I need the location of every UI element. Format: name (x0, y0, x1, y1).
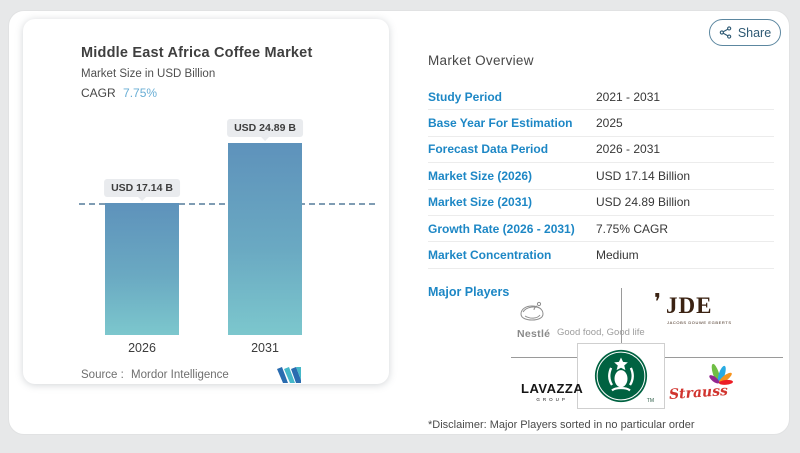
bar-2026 (105, 203, 179, 335)
table-row: Forecast Data Period 2026 - 2031 (428, 137, 774, 164)
share-icon (719, 26, 732, 39)
row-label: Market Size (2026) (428, 168, 533, 183)
table-row: Market Size (2026) USD 17.14 Billion (428, 163, 774, 190)
mordor-intelligence-logo-icon (277, 367, 301, 388)
starbucks-siren-icon (594, 349, 648, 403)
report-panel: Middle East Africa Coffee Market Market … (8, 10, 790, 435)
row-value: USD 24.89 Billion (596, 195, 691, 210)
table-row: Market Size (2031) USD 24.89 Billion (428, 190, 774, 216)
chart-title: Middle East Africa Coffee Market (81, 45, 313, 61)
starbucks-logo-box: TM (577, 343, 665, 409)
table-row: Base Year For Estimation 2025 (428, 110, 774, 137)
row-value: 7.75% CAGR (596, 221, 669, 236)
nestle-wordmark: Nestlé (517, 328, 551, 340)
row-value: 2025 (596, 116, 623, 131)
strauss-logo: Strauss (669, 363, 735, 411)
players-divider-right (665, 357, 783, 358)
players-disclaimer: *Disclaimer: Major Players sorted in no … (428, 419, 695, 431)
nestle-tagline: Good food, Good life (557, 327, 645, 338)
source-attribution: Source : Mordor Intelligence (81, 369, 229, 381)
table-row: Market Concentration Medium (428, 242, 774, 269)
x-axis-label-2026: 2026 (128, 341, 156, 355)
jde-flame-icon: ❜ (654, 289, 662, 314)
source-name: Mordor Intelligence (131, 369, 229, 381)
cagr-value: 7.75% (123, 86, 158, 100)
bar-2031 (228, 143, 302, 335)
row-value: 2021 - 2031 (596, 89, 661, 104)
row-label: Market Size (2031) (428, 195, 533, 210)
lavazza-wordmark: LAVAZZA (521, 381, 584, 396)
nestle-logo: Nestlé Good food, Good life (517, 299, 645, 340)
panel-heading: Market Overview (428, 53, 534, 68)
source-label: Source : (81, 369, 124, 381)
strauss-burst-icon (707, 357, 737, 396)
cagr-label: CAGR (81, 86, 116, 100)
overview-table: Study Period 2021 - 2031 Base Year For E… (428, 84, 774, 269)
row-label: Growth Rate (2026 - 2031) (428, 221, 575, 236)
market-chart-card: Middle East Africa Coffee Market Market … (23, 19, 389, 384)
bar-value-badge-2031: USD 24.89 B (227, 119, 303, 137)
table-row: Growth Rate (2026 - 2031) 7.75% CAGR (428, 216, 774, 243)
cagr-row: CAGR 7.75% (81, 86, 157, 100)
row-label: Market Concentration (428, 248, 552, 263)
starbucks-tm: TM (646, 398, 654, 404)
row-value: Medium (596, 248, 639, 263)
x-axis-label-2031: 2031 (251, 341, 279, 355)
row-value: USD 17.14 Billion (596, 168, 691, 183)
jde-wordmark: JDE (666, 293, 713, 318)
jde-logo: ❜ JDE JACOBS DOUWE EGBERTS (654, 289, 732, 325)
lavazza-subtext: GROUP (536, 397, 568, 402)
share-button-label: Share (737, 25, 772, 40)
players-divider-left (511, 357, 577, 358)
row-label: Study Period (428, 89, 503, 104)
major-players-label: Major Players (428, 285, 510, 299)
dashed-baseline (79, 203, 375, 205)
chart-subtitle: Market Size in USD Billion (81, 68, 216, 80)
players-divider-vertical (621, 288, 622, 343)
table-row: Study Period 2021 - 2031 (428, 84, 774, 111)
strauss-wordmark: Strauss (668, 382, 729, 404)
row-label: Forecast Data Period (428, 142, 549, 157)
row-value: 2026 - 2031 (596, 142, 661, 157)
row-label: Base Year For Estimation (428, 116, 573, 131)
lavazza-logo: LAVAZZA GROUP (521, 381, 583, 402)
nestle-nest-icon (517, 301, 547, 327)
share-button[interactable]: Share (709, 19, 781, 46)
jde-subtext: JACOBS DOUWE EGBERTS (667, 320, 732, 325)
bar-value-badge-2026: USD 17.14 B (104, 179, 180, 197)
